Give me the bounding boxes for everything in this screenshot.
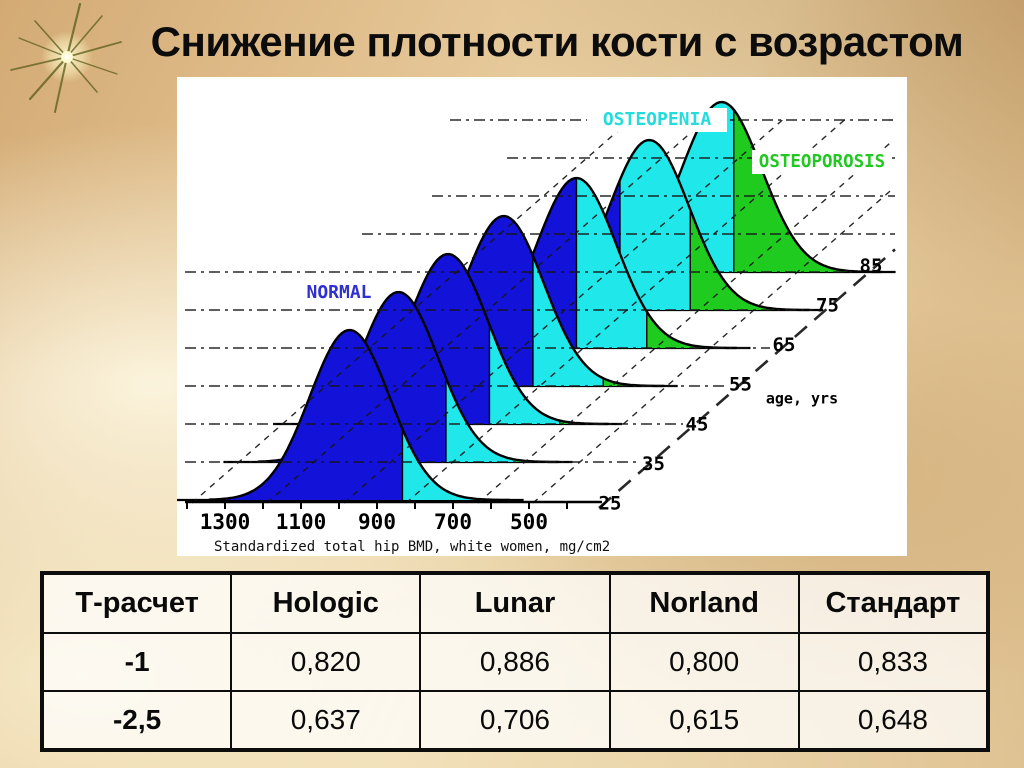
bmd-value-cell: 0,648 [797, 690, 990, 751]
sparkle-core-center [64, 54, 70, 60]
svg-text:700: 700 [434, 510, 472, 534]
age-label-35: 35 [642, 453, 665, 475]
age-axis-title: age, yrs [766, 390, 838, 408]
table-row: -2,5 0,637 0,706 0,615 0,648 [40, 690, 990, 751]
bmd-value-cell: 0,800 [608, 632, 800, 692]
svg-text:1100: 1100 [276, 510, 327, 534]
sparkle-rays [10, 2, 122, 113]
age-label-45: 45 [686, 413, 709, 435]
sparkle-ornament [10, 2, 122, 113]
zone-labels: NORMAL OSTEOPENIA OSTEOPOROSIS [306, 108, 892, 303]
column-header: Т-расчет [40, 572, 233, 634]
curve-age-25 [177, 328, 524, 502]
age-label-75: 75 [816, 295, 839, 317]
svg-text:900: 900 [358, 510, 396, 534]
age-label-65: 65 [773, 334, 796, 356]
table-row: -1 0,820 0,886 0,800 0,833 [40, 632, 990, 692]
x-axis-caption: Standardized total hip BMD, white women,… [214, 539, 610, 555]
t-score-conversion-table: Т-расчет Hologic Lunar Norland Стандарт -1 0,… [40, 571, 990, 752]
bmd-value-cell: 0,833 [797, 632, 990, 692]
bmd-chart-panel: 1300 1100 900 700 500 Standardized total hip … [177, 77, 907, 556]
t-score-cell: -2,5 [40, 690, 233, 751]
column-header: Norland [608, 572, 800, 634]
column-header: Lunar [419, 572, 611, 634]
age-label-25: 25 [599, 493, 622, 515]
bmd-value-cell: 0,820 [230, 632, 422, 692]
t-score-cell: -1 [40, 632, 233, 692]
column-header: Стандарт [797, 572, 990, 634]
x-axis: 1300 1100 900 700 500 Standardized total hip … [185, 500, 610, 555]
grid-lines [185, 119, 896, 509]
age-axis-labels: 25 35 45 55 65 75 85 age, yrs [599, 255, 883, 515]
bmd-value-cell: 0,886 [419, 632, 611, 692]
age-label-85: 85 [860, 255, 883, 277]
svg-text:1300: 1300 [200, 510, 251, 534]
svg-text:500: 500 [510, 510, 548, 534]
bmd-value-cell: 0,615 [608, 690, 800, 751]
bmd-value-cell: 0,637 [230, 690, 422, 751]
osteoporosis-zone-label: OSTEOPOROSIS [759, 152, 885, 172]
age-label-55: 55 [729, 374, 752, 396]
slide-title: Снижение плотности кости с возрастом [150, 18, 964, 65]
normal-zone-label: NORMAL [306, 282, 371, 303]
column-header: Hologic [230, 572, 422, 634]
table-header-row: Т-расчет Hologic Lunar Norland Стандарт [40, 572, 990, 634]
bmd-value-cell: 0,706 [419, 690, 611, 751]
osteopenia-zone-label: OSTEOPENIA [603, 109, 712, 130]
bmd-distribution-chart: 1300 1100 900 700 500 Standardized total hip … [177, 100, 896, 555]
